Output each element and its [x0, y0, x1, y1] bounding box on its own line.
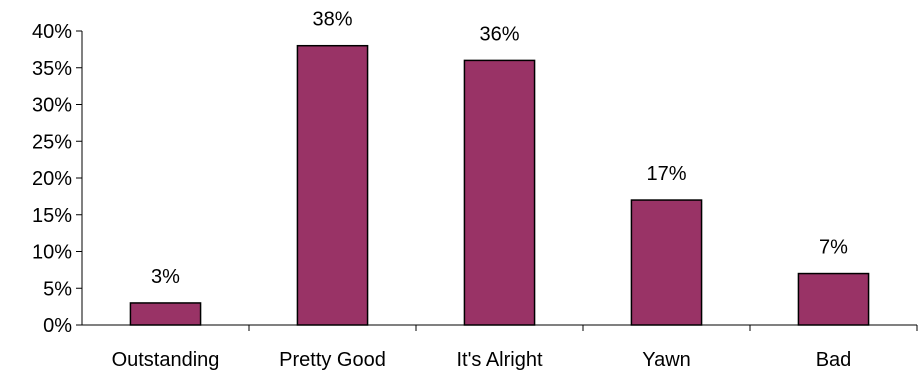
data-label: 36%	[479, 23, 519, 45]
y-tick-label: 25%	[32, 131, 72, 153]
data-label: 3%	[151, 266, 180, 288]
bar-outstanding	[129, 302, 202, 326]
bar-it-s-alright	[463, 59, 536, 326]
y-tick-label: 15%	[32, 205, 72, 227]
x-category-label: Pretty Good	[279, 349, 386, 371]
y-tick-label: 10%	[32, 242, 72, 264]
x-category-label: Yawn	[642, 349, 691, 371]
y-tick-label: 40%	[32, 21, 72, 43]
y-tick-label: 20%	[32, 168, 72, 190]
y-tick-label: 30%	[32, 95, 72, 117]
data-labels: 3% 38% 36% 17% 7%	[151, 9, 848, 288]
x-category-label: Bad	[816, 349, 852, 371]
y-tick-label: 5%	[43, 278, 72, 300]
y-tick-label: 0%	[43, 315, 72, 337]
y-axis-ticks: 0% 5% 10% 15% 20% 25% 30% 35% 40%	[32, 21, 82, 337]
bar-yawn	[630, 199, 703, 326]
bar-bad	[797, 272, 870, 326]
bars	[129, 44, 870, 326]
bar-pretty-good	[296, 44, 369, 326]
x-category-label: Outstanding	[112, 349, 220, 371]
y-tick-label: 35%	[32, 58, 72, 80]
x-axis-categories: Outstanding Pretty Good It's Alright Yawn Ba…	[112, 325, 918, 371]
data-label: 38%	[312, 9, 352, 31]
data-label: 7%	[819, 237, 848, 259]
data-label: 17%	[646, 163, 686, 185]
x-category-label: It's Alright	[456, 349, 543, 371]
